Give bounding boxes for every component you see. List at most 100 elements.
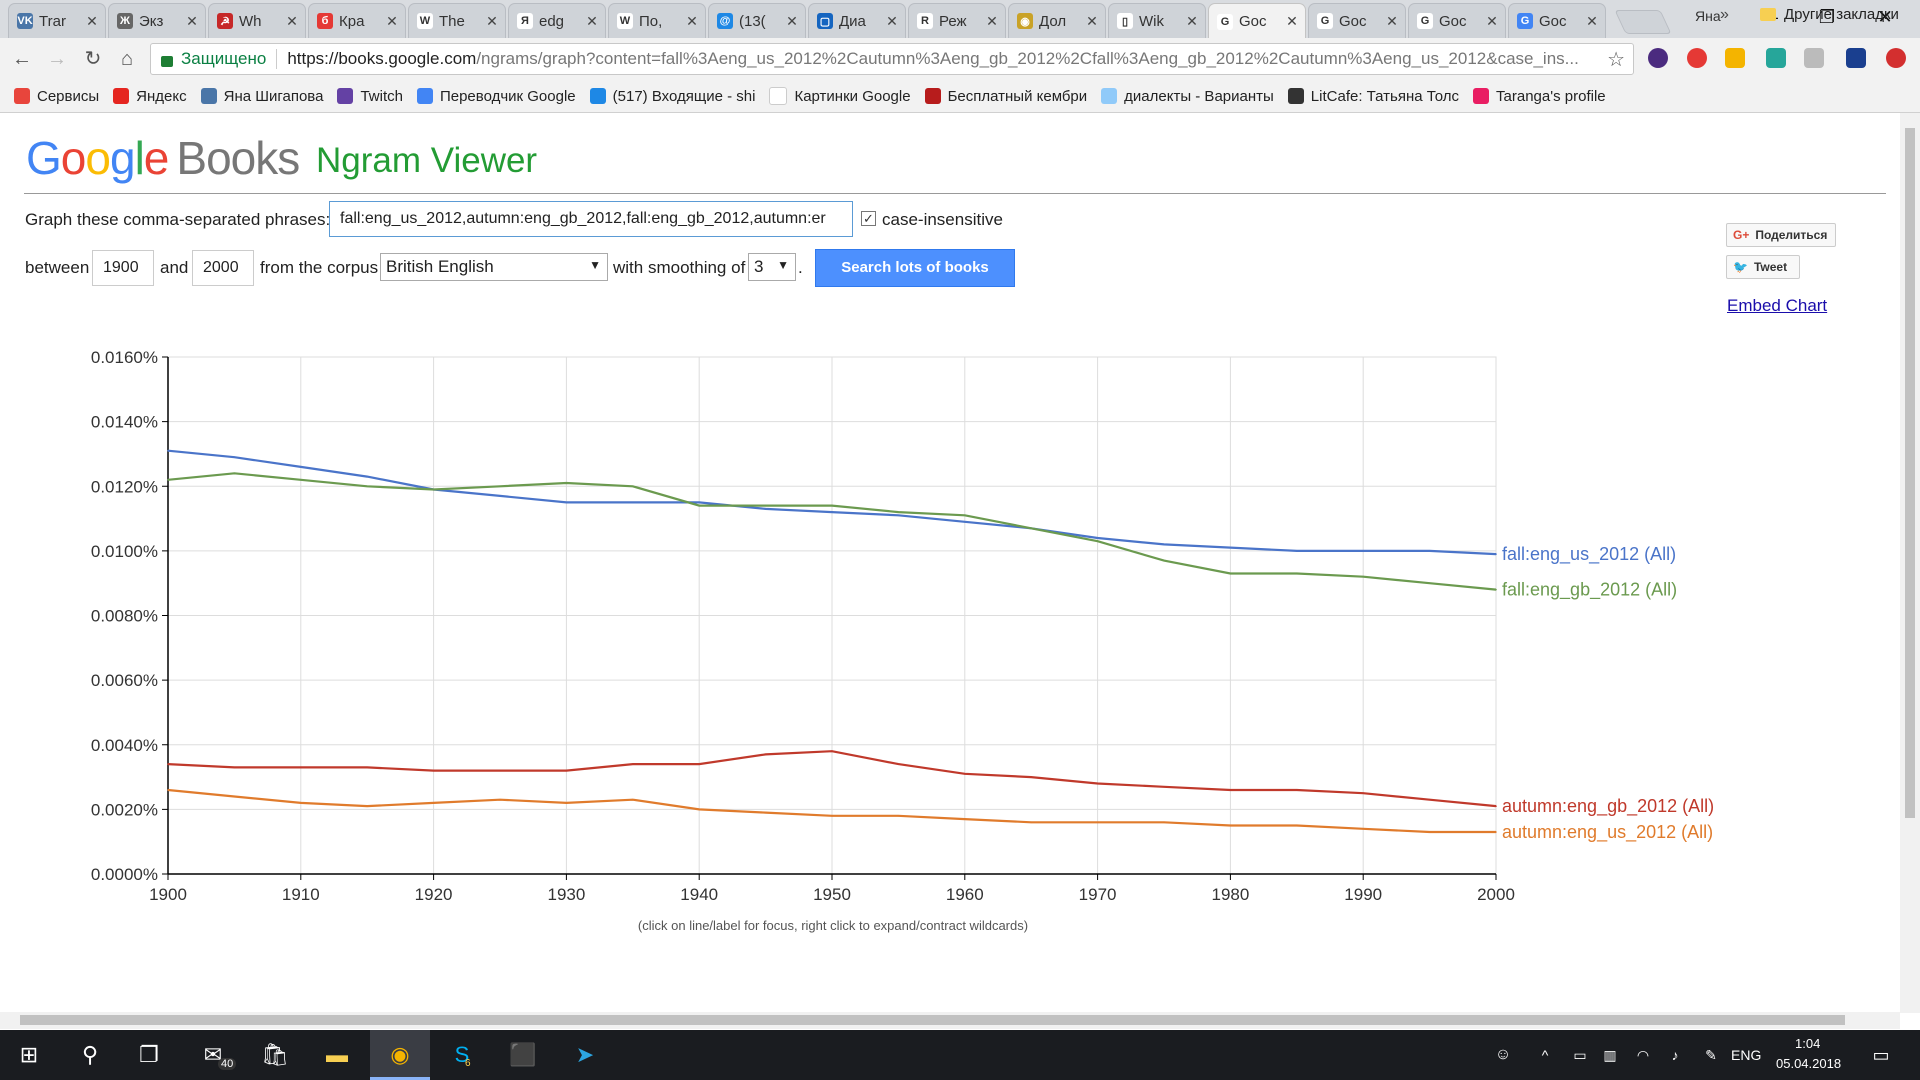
gplus-share-button[interactable]: G+ Поделиться	[1726, 223, 1836, 247]
extension-play-icon[interactable]	[1648, 48, 1668, 68]
task-view-icon[interactable]: ❐	[139, 1042, 159, 1067]
browser-tab[interactable]: G Goc ✕	[1208, 3, 1306, 39]
forward-icon[interactable]: →	[47, 48, 67, 70]
embed-chart-link[interactable]: Embed Chart	[1727, 296, 1828, 315]
tweet-button[interactable]: 🐦 Tweet	[1726, 255, 1800, 279]
browser-tab[interactable]: @ (13(✕	[708, 3, 806, 38]
bookmark-item[interactable]: Бесплатный кембри	[924, 88, 1087, 105]
end-year-input[interactable]: 2000	[192, 250, 254, 286]
address-bar[interactable]: Защищено https://books.google.com/ngrams…	[150, 43, 1634, 75]
chrome-taskbar-button[interactable]	[370, 1030, 430, 1080]
tab-close-icon[interactable]: ✕	[86, 12, 98, 29]
tab-close-icon[interactable]: ✕	[886, 12, 898, 29]
wifi-icon[interactable]: ◠	[1636, 1047, 1650, 1063]
bookmarks-overflow-icon[interactable]: »	[1720, 6, 1729, 23]
extension-translate-icon[interactable]	[1846, 48, 1866, 68]
language-indicator[interactable]: ENG	[1731, 1047, 1762, 1063]
close-window-button[interactable]: ✕	[1877, 7, 1893, 27]
explorer-icon[interactable]: ▬	[326, 1042, 348, 1067]
tab-close-icon[interactable]: ✕	[1486, 12, 1498, 29]
search-button[interactable]: Search lots of books	[815, 249, 1015, 287]
browser-tab[interactable]: ☭ Wh ✕	[208, 3, 306, 38]
other-bookmarks[interactable]: Другие закладки	[1760, 6, 1899, 23]
series-label[interactable]: fall:eng_us_2012 (All)	[1502, 544, 1676, 565]
tab-close-icon[interactable]: ✕	[1286, 13, 1298, 29]
extension-pdf-icon[interactable]	[1804, 48, 1824, 68]
extension-adblock-icon[interactable]	[1886, 48, 1906, 68]
tab-close-icon[interactable]: ✕	[1186, 12, 1198, 29]
bookmark-item[interactable]: Twitch	[337, 88, 403, 105]
phrases-input[interactable]: fall:eng_us_2012,autumn:eng_gb_2012,fall…	[329, 201, 853, 237]
bookmark-item[interactable]: Яна Шигапова	[200, 88, 323, 105]
network-icon[interactable]: ▥	[1603, 1047, 1617, 1063]
bookmark-item[interactable]: Taranga's profile	[1473, 88, 1606, 105]
bookmark-item[interactable]: Переводчик Google	[416, 88, 576, 105]
browser-tab[interactable]: ◉ Дол ✕	[1008, 3, 1106, 38]
bookmark-item[interactable]: (517) Входящие - shi	[589, 88, 755, 105]
tab-close-icon[interactable]: ✕	[1386, 12, 1398, 29]
tab-close-icon[interactable]: ✕	[486, 12, 498, 29]
profile-name[interactable]: Яна	[1695, 8, 1721, 24]
browser-tab[interactable]: R Реж ✕	[908, 3, 1006, 38]
series-label[interactable]: autumn:eng_gb_2012 (All)	[1502, 796, 1714, 817]
reload-icon[interactable]: ↻	[84, 48, 102, 70]
bookmark-star-icon[interactable]: ☆	[1607, 49, 1625, 71]
browser-tab[interactable]: W По, ✕	[608, 3, 706, 38]
series-label[interactable]: autumn:eng_us_2012 (All)	[1502, 822, 1713, 843]
volume-icon[interactable]: ♪	[1671, 1047, 1679, 1063]
bookmark-item[interactable]: Яндекс	[113, 88, 187, 105]
case-insensitive-checkbox[interactable]: ✓	[861, 211, 876, 226]
browser-tab[interactable]: ▯ Wik ✕	[1108, 3, 1206, 38]
telegram-icon[interactable]: ➤	[575, 1042, 595, 1067]
start-year-input[interactable]: 1900	[92, 250, 154, 286]
series-label[interactable]: fall:eng_gb_2012 (All)	[1502, 580, 1677, 601]
chrome-icon[interactable]: ◉	[390, 1042, 410, 1067]
tab-close-icon[interactable]: ✕	[186, 12, 198, 29]
bookmark-item[interactable]: Сервисы	[14, 88, 99, 105]
store-icon[interactable]: 🛍	[261, 1042, 289, 1067]
people-icon[interactable]: ☺	[1494, 1046, 1512, 1063]
browser-tab[interactable]: G Goc ✕	[1508, 3, 1606, 38]
mail-icon[interactable]: ✉	[203, 1042, 223, 1067]
home-icon[interactable]: ⌂	[120, 48, 134, 70]
acrobat-icon[interactable]: ⬛	[509, 1042, 537, 1067]
chevron-up-icon[interactable]: ^	[1541, 1047, 1549, 1063]
google-books-logo[interactable]: Google Books	[26, 131, 300, 185]
vertical-scroll-thumb[interactable]	[1905, 128, 1915, 818]
back-icon[interactable]: ←	[12, 48, 32, 70]
tab-close-icon[interactable]: ✕	[1086, 12, 1098, 29]
pen-icon[interactable]: ✎	[1705, 1047, 1717, 1063]
browser-tab[interactable]: G Goc ✕	[1308, 3, 1406, 38]
browser-tab[interactable]: ▢ Диа ✕	[808, 3, 906, 38]
smoothing-select[interactable]: 3 ▼	[748, 253, 796, 281]
tab-close-icon[interactable]: ✕	[786, 12, 798, 29]
clock-time[interactable]: 1:04	[1795, 1036, 1821, 1051]
notifications-icon[interactable]: ▭	[1872, 1045, 1890, 1065]
tab-close-icon[interactable]: ✕	[686, 12, 698, 29]
start-icon[interactable]: ⊞	[19, 1042, 39, 1067]
bookmark-item[interactable]: LitCafe: Татьяна Толс	[1287, 88, 1459, 105]
browser-tab[interactable]: VK Trar ✕	[8, 3, 106, 38]
skype-icon[interactable]: S	[454, 1042, 470, 1067]
tab-close-icon[interactable]: ✕	[586, 12, 598, 29]
battery-icon[interactable]: ▭	[1573, 1047, 1587, 1063]
horizontal-scroll-thumb[interactable]	[20, 1015, 1845, 1025]
browser-tab[interactable]: W The ✕	[408, 3, 506, 38]
tab-close-icon[interactable]: ✕	[386, 12, 398, 29]
extension-vpn-icon[interactable]	[1766, 48, 1786, 68]
tab-close-icon[interactable]: ✕	[1586, 12, 1598, 29]
bookmark-item[interactable]: Картинки Google	[769, 87, 911, 105]
browser-tab[interactable]: G Goc ✕	[1408, 3, 1506, 38]
corpus-select[interactable]: British English ▼	[380, 253, 608, 281]
extension-bookmark-icon[interactable]	[1725, 48, 1745, 68]
tab-close-icon[interactable]: ✕	[986, 12, 998, 29]
browser-tab[interactable]: б Кра ✕	[308, 3, 406, 38]
search-icon[interactable]: ⚲	[81, 1042, 99, 1067]
browser-tab[interactable]: Ж Экз ✕	[108, 3, 206, 38]
tab-close-icon[interactable]: ✕	[286, 12, 298, 29]
bookmark-item[interactable]: диалекты - Варианты	[1101, 88, 1274, 105]
maximize-button[interactable]: ❐	[1818, 7, 1836, 27]
clock-date[interactable]: 05.04.2018	[1776, 1056, 1842, 1071]
extension-opera-icon[interactable]	[1687, 48, 1707, 68]
